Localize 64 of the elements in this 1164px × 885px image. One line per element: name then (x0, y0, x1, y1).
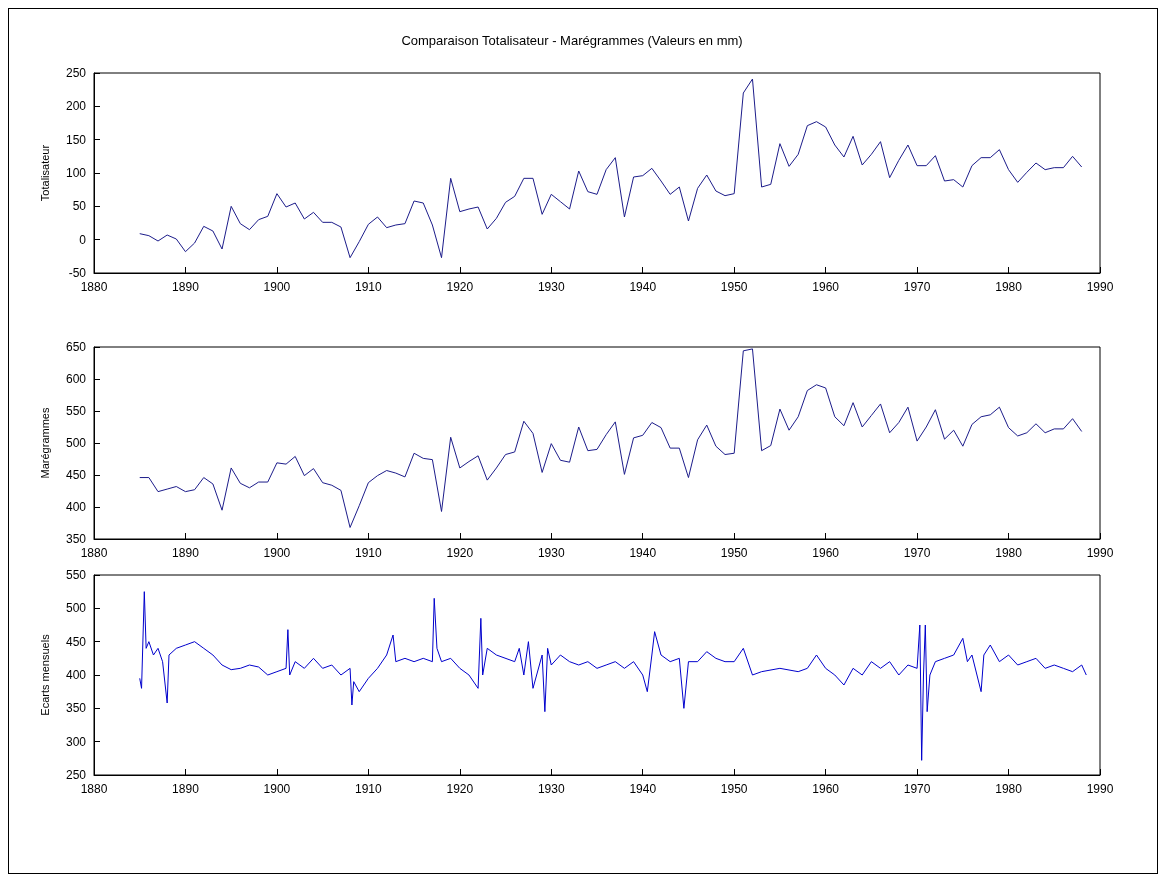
y-tick-label: 600 (65, 372, 87, 386)
x-tick-label: 1900 (263, 546, 291, 560)
x-tick-label: 1960 (812, 546, 840, 560)
x-tick-label: 1920 (446, 280, 474, 294)
y-tick-label: -50 (68, 266, 87, 280)
x-tick-label: 1930 (537, 546, 565, 560)
x-tick-label: 1910 (355, 280, 383, 294)
y-tick-label: 450 (65, 468, 87, 482)
x-tick-label: 1900 (263, 280, 291, 294)
x-tick-label: 1970 (903, 782, 931, 796)
y-tick-label: 500 (65, 436, 87, 450)
y-tick-label: 400 (65, 668, 87, 682)
y-tick-label: 300 (65, 734, 87, 749)
x-tick-label: 1930 (537, 782, 565, 796)
y-tick-label: 50 (72, 199, 87, 214)
x-tick-label: 1910 (355, 782, 383, 796)
y-tick-label: 150 (65, 132, 87, 147)
y-tick-label: 250 (65, 66, 87, 80)
x-tick-label: 1960 (812, 280, 840, 294)
y-axis-title: Ecarts mensuels (38, 633, 51, 716)
y-tick-label: 500 (65, 601, 87, 616)
line-series (139, 78, 1083, 259)
x-tick-label: 1950 (720, 280, 748, 294)
x-tick-label: 1920 (446, 546, 474, 560)
line-series (139, 348, 1083, 528)
line-series (139, 591, 1087, 761)
x-tick-label: 1890 (172, 280, 200, 294)
y-tick-label: 400 (65, 500, 87, 514)
y-tick-label: 0 (79, 232, 87, 247)
x-tick-label: 1970 (903, 280, 931, 294)
x-tick-label: 1990 (1086, 782, 1114, 796)
x-tick-label: 1940 (629, 782, 657, 796)
x-tick-label: 1970 (903, 546, 931, 560)
x-tick-label: 1980 (995, 546, 1023, 560)
y-tick-label: 650 (65, 340, 87, 354)
x-tick-label: 1890 (172, 782, 200, 796)
x-tick-label: 1880 (80, 280, 108, 294)
x-tick-label: 1950 (720, 546, 748, 560)
x-tick-label: 1960 (812, 782, 840, 796)
x-tick-label: 1940 (629, 280, 657, 294)
y-tick-label: 450 (65, 634, 87, 649)
y-axis-title: Totalisateur (38, 144, 51, 202)
y-tick-label: 350 (65, 532, 87, 546)
y-tick-label: 100 (65, 166, 87, 180)
x-tick-label: 1950 (720, 782, 748, 796)
x-tick-label: 1890 (172, 546, 200, 560)
x-tick-label: 1940 (629, 546, 657, 560)
y-tick-label: 550 (65, 404, 87, 418)
x-tick-label: 1900 (263, 782, 291, 796)
x-tick-label: 1990 (1086, 546, 1114, 560)
x-tick-label: 1910 (355, 546, 383, 560)
x-tick-label: 1880 (80, 782, 108, 796)
x-tick-label: 1980 (995, 782, 1023, 796)
y-axis-title: Marégrammes (38, 407, 51, 479)
x-tick-label: 1980 (995, 280, 1023, 294)
x-tick-label: 1880 (80, 546, 108, 560)
x-tick-label: 1920 (446, 782, 474, 796)
y-tick-label: 350 (65, 701, 87, 716)
chart-title: Comparaison Totalisateur - Marégrammes (Valeurs en mm) (401, 33, 743, 48)
y-tick-label: 250 (65, 768, 87, 782)
x-tick-label: 1990 (1086, 280, 1114, 294)
y-tick-label: 550 (65, 568, 87, 582)
y-tick-label: 200 (65, 99, 87, 114)
x-tick-label: 1930 (537, 280, 565, 294)
